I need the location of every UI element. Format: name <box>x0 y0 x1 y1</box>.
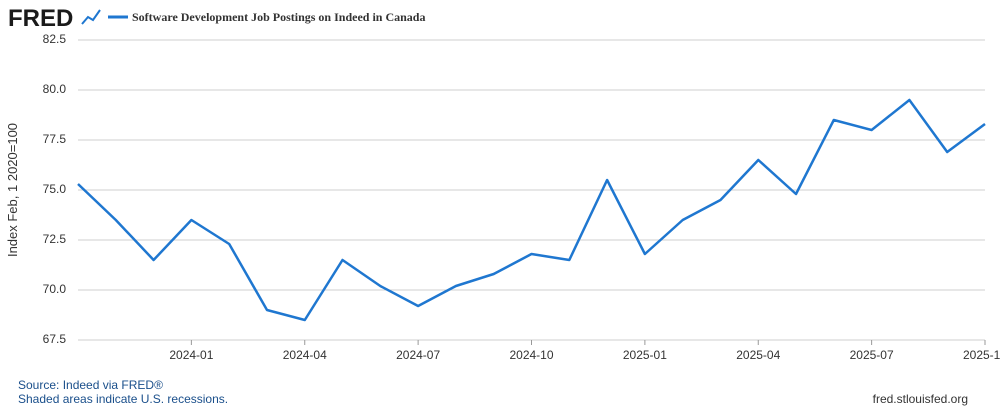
line <box>77 98 986 322</box>
y-tick-label: 80.0 <box>43 82 67 96</box>
y-tick-label: 75.0 <box>43 182 67 196</box>
x-tick-label: 2024-07 <box>396 348 440 362</box>
note: Shaded areas indicate U.S. recessions. <box>18 392 228 406</box>
x-tick-label: 2024-04 <box>283 348 327 362</box>
x-tick-label: 2025-01 <box>623 348 667 362</box>
y-tick-label: 70.0 <box>43 282 67 296</box>
logo-icon <box>81 9 101 25</box>
y-tick-label: 67.5 <box>43 332 67 346</box>
x-tick-label: 2025-10 <box>963 348 1000 362</box>
site: fred.stlouisfed.org <box>873 392 968 406</box>
x-tick-label: 2025-04 <box>736 348 780 362</box>
x-tick-label: 2024-10 <box>509 348 553 362</box>
y-axis-label: Index Feb, 1 2020=100 <box>5 123 20 257</box>
y-tick-label: 72.5 <box>43 232 67 246</box>
x-tick-label: 2024-01 <box>169 348 213 362</box>
y-tick-label: 77.5 <box>43 132 67 146</box>
x-tick-label: 2025-07 <box>850 348 894 362</box>
source: Source: Indeed via FRED® <box>18 378 163 392</box>
logo: FRED <box>8 5 73 32</box>
y-tick-label: 82.5 <box>43 32 67 46</box>
legend-label: Software Development Job Postings on Ind… <box>132 10 425 24</box>
